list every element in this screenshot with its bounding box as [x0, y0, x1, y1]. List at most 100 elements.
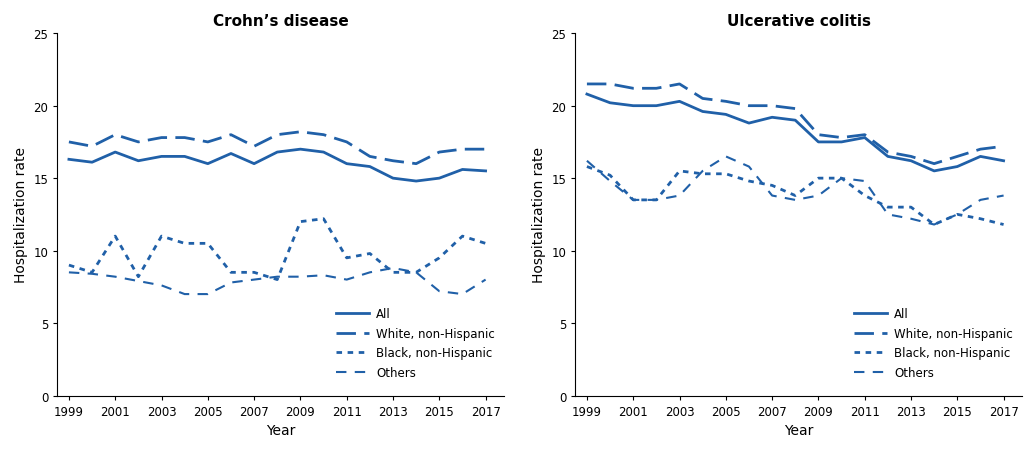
All — [859, 136, 871, 141]
Others — [271, 274, 284, 280]
White, non-Hispanic — [720, 99, 732, 105]
Others — [63, 270, 76, 276]
White, non-Hispanic — [859, 133, 871, 138]
White, non-Hispanic — [812, 133, 825, 138]
Others — [951, 212, 963, 217]
White, non-Hispanic — [364, 154, 376, 160]
Others — [86, 272, 98, 277]
White, non-Hispanic — [627, 87, 639, 92]
Black, non-Hispanic — [86, 270, 98, 276]
White, non-Hispanic — [882, 150, 894, 156]
Black, non-Hispanic — [904, 205, 917, 210]
All — [581, 92, 594, 97]
Black, non-Hispanic — [225, 270, 237, 276]
Black, non-Hispanic — [109, 234, 121, 239]
White, non-Hispanic — [998, 144, 1010, 150]
Y-axis label: Hospitalization rate: Hospitalization rate — [13, 147, 28, 283]
All — [974, 154, 986, 160]
Others — [386, 266, 399, 271]
Others — [651, 198, 663, 203]
Black, non-Hispanic — [696, 172, 709, 177]
White, non-Hispanic — [951, 154, 963, 160]
Black, non-Hispanic — [341, 256, 353, 261]
Others — [766, 193, 778, 199]
Black, non-Hispanic — [998, 222, 1010, 228]
All — [928, 169, 941, 174]
White, non-Hispanic — [109, 133, 121, 138]
Legend: All, White, non-Hispanic, Black, non-Hispanic, Others: All, White, non-Hispanic, Black, non-His… — [333, 304, 498, 382]
White, non-Hispanic — [835, 136, 847, 141]
All — [248, 161, 260, 167]
All — [133, 159, 145, 164]
White, non-Hispanic — [248, 144, 260, 150]
White, non-Hispanic — [581, 82, 594, 87]
Black, non-Hispanic — [433, 256, 445, 261]
White, non-Hispanic — [904, 154, 917, 160]
White, non-Hispanic — [456, 147, 468, 152]
White, non-Hispanic — [341, 140, 353, 145]
All — [743, 121, 755, 126]
Black, non-Hispanic — [202, 241, 214, 247]
White, non-Hispanic — [410, 161, 423, 167]
Line: All: All — [69, 150, 486, 182]
Title: Ulcerative colitis: Ulcerative colitis — [726, 14, 870, 29]
White, non-Hispanic — [743, 104, 755, 109]
Others — [294, 274, 307, 280]
White, non-Hispanic — [696, 97, 709, 102]
Black, non-Hispanic — [812, 176, 825, 181]
Line: All: All — [587, 95, 1004, 171]
All — [225, 152, 237, 157]
Others — [904, 216, 917, 222]
All — [178, 154, 191, 160]
White, non-Hispanic — [928, 161, 941, 167]
Others — [364, 270, 376, 276]
All — [294, 147, 307, 152]
White, non-Hispanic — [155, 136, 168, 141]
All — [998, 159, 1010, 164]
Line: White, non-Hispanic: White, non-Hispanic — [69, 133, 486, 164]
All — [720, 112, 732, 118]
All — [155, 154, 168, 160]
Others — [341, 277, 353, 283]
Others — [974, 198, 986, 203]
Others — [928, 222, 941, 228]
Black, non-Hispanic — [155, 234, 168, 239]
Others — [480, 277, 492, 283]
Others — [673, 193, 686, 199]
Others — [789, 198, 802, 203]
All — [904, 159, 917, 164]
Others — [882, 212, 894, 217]
All — [604, 101, 616, 106]
White, non-Hispanic — [480, 147, 492, 152]
Black, non-Hispanic — [651, 198, 663, 203]
All — [456, 167, 468, 173]
Black, non-Hispanic — [317, 216, 329, 222]
All — [63, 157, 76, 163]
All — [480, 169, 492, 174]
Black, non-Hispanic — [835, 176, 847, 181]
Others — [812, 193, 825, 199]
Others — [317, 273, 329, 278]
Others — [178, 292, 191, 297]
Others — [743, 165, 755, 170]
Black, non-Hispanic — [604, 173, 616, 179]
All — [882, 154, 894, 160]
Others — [720, 154, 732, 160]
All — [835, 140, 847, 145]
Legend: All, White, non-Hispanic, Black, non-Hispanic, Others: All, White, non-Hispanic, Black, non-His… — [851, 304, 1016, 382]
Black, non-Hispanic — [928, 222, 941, 228]
Others — [998, 193, 1010, 199]
White, non-Hispanic — [133, 140, 145, 145]
All — [673, 99, 686, 105]
Black, non-Hispanic — [743, 179, 755, 184]
Black, non-Hispanic — [294, 220, 307, 225]
Title: Crohn’s disease: Crohn’s disease — [212, 14, 348, 29]
Black, non-Hispanic — [951, 212, 963, 217]
White, non-Hispanic — [433, 150, 445, 156]
White, non-Hispanic — [178, 136, 191, 141]
All — [766, 115, 778, 121]
Others — [627, 198, 639, 203]
Black, non-Hispanic — [882, 205, 894, 210]
All — [627, 104, 639, 109]
All — [109, 150, 121, 156]
